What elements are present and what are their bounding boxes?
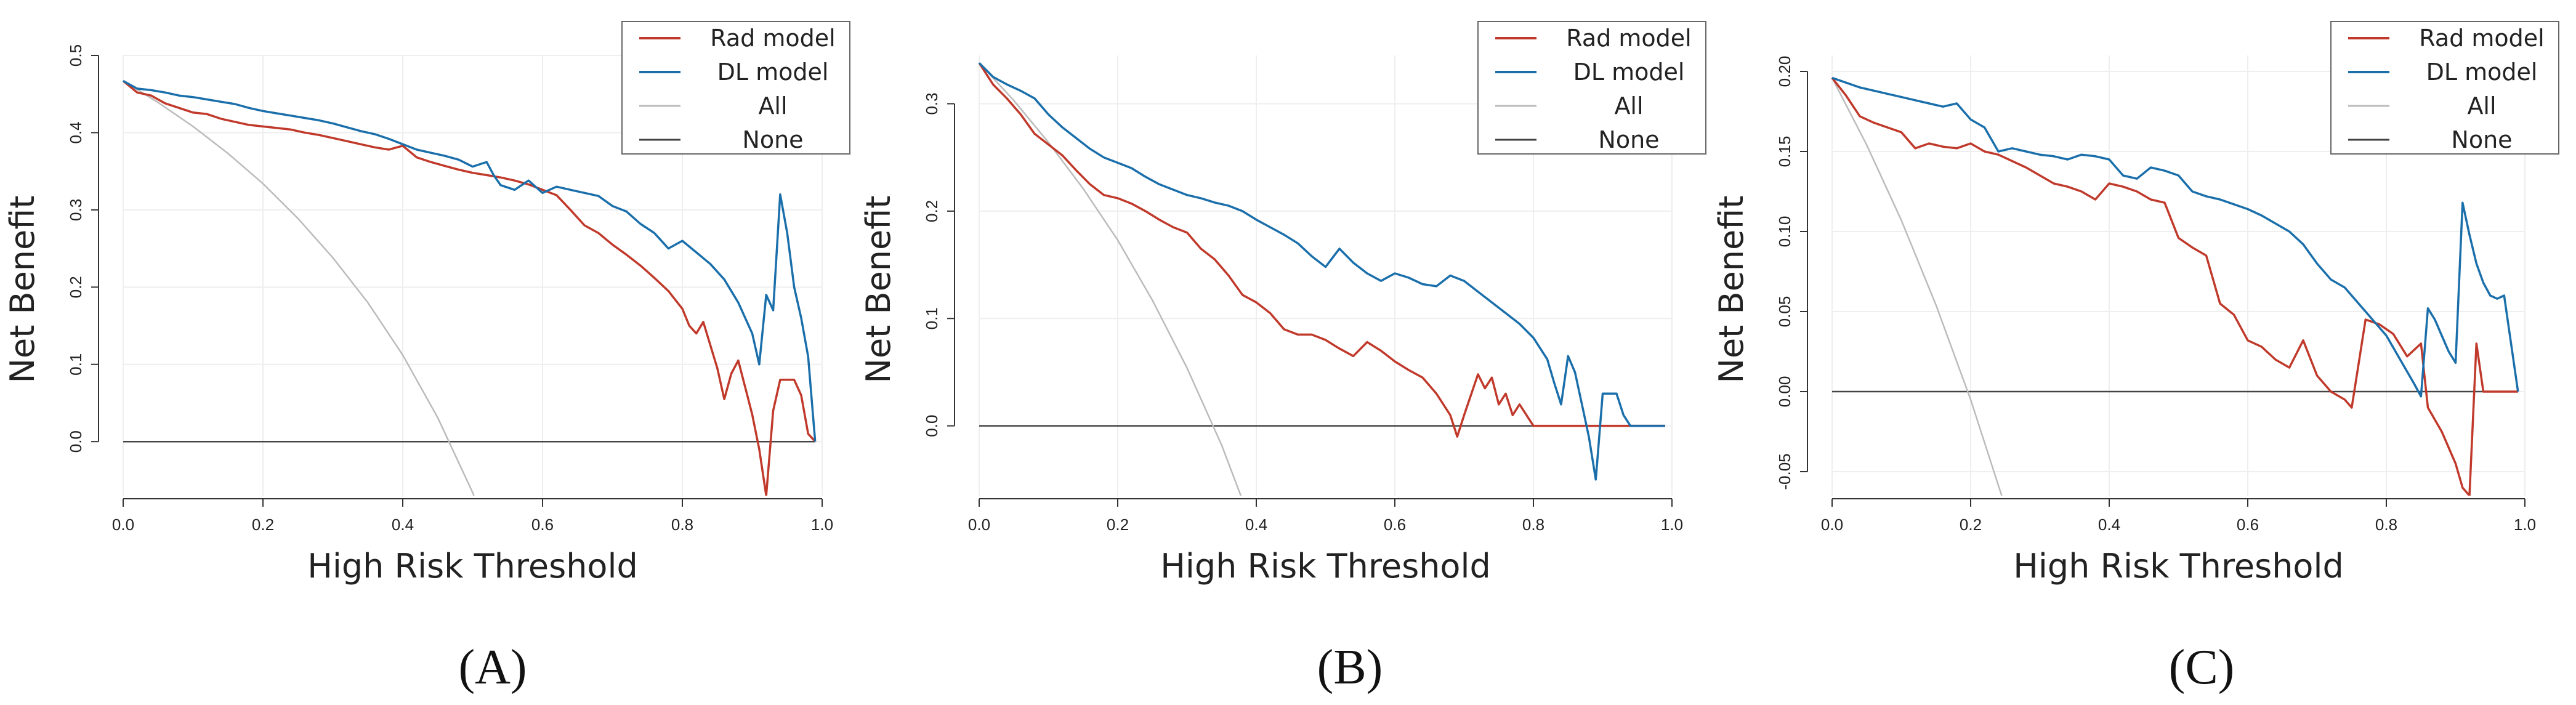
x-tick-label: 0.4	[2098, 515, 2120, 534]
x-tick-label: 0.4	[1245, 515, 1267, 534]
legend-label: All	[1614, 92, 1643, 119]
chart-panel-3: 0.0 0.2 0.4 0.6 0.8 1.0 -0.05 0.00 0.05 0.10 0.15 0…	[1712, 21, 2559, 695]
chart-panel-1: 0.0 0.2 0.4 0.6 0.8 1.0 0.0 0.1 0.2 0.3 0.4 0.5 High…	[3, 21, 850, 695]
x-tick-label: 1.0	[811, 515, 833, 534]
y-tick-label: 0.00	[1775, 376, 1794, 408]
y-axis-title: Net Benefit	[859, 196, 898, 384]
panel-label: (A)	[458, 640, 527, 695]
series-rad-model	[978, 62, 1665, 438]
x-tick-label: 0.2	[1960, 515, 1982, 534]
y-tick-label: 0.05	[1775, 296, 1794, 328]
legend-box	[2330, 21, 2559, 155]
legend: Rad model DL model All None	[621, 21, 850, 155]
chart-panel-2: 0.0 0.2 0.4 0.6 0.8 1.0 0.0 0.1 0.2 0.3 High Risk …	[859, 21, 1706, 695]
series-lines	[122, 79, 817, 496]
y-tick-label: 0.1	[923, 307, 941, 329]
legend-label: Rad model	[1566, 25, 1691, 52]
y-tick-label: 0.0	[923, 415, 941, 437]
series-dl-model	[978, 62, 1665, 481]
x-tick-label: 0.6	[2237, 515, 2259, 534]
x-tick-label: 0.8	[2375, 515, 2397, 534]
legend-label: DL model	[717, 58, 829, 86]
x-tick-label: 0.4	[392, 515, 414, 534]
y-tick-label: 0.2	[67, 276, 85, 298]
y-axis-title: Net Benefit	[3, 196, 42, 384]
legend: Rad model DL model All None	[2330, 21, 2559, 155]
panel-label: (B)	[1317, 640, 1383, 695]
x-axis-title: High Risk Threshold	[307, 547, 638, 586]
y-tick-label: -0.05	[1775, 453, 1794, 489]
x-tick-label: 0.6	[1384, 515, 1406, 534]
legend-label: All	[2467, 92, 2496, 119]
legend-box	[621, 21, 850, 155]
x-tick-label: 0.0	[112, 515, 134, 534]
legend: Rad model DL model All None	[1477, 21, 1706, 155]
legend-label: DL model	[2426, 58, 2538, 86]
x-tick-label: 0.8	[671, 515, 693, 534]
legend-label: None	[742, 126, 803, 153]
legend-label: Rad model	[2419, 25, 2544, 52]
y-tick-label: 0.2	[923, 200, 941, 222]
y-tick-label: 0.4	[67, 121, 85, 143]
legend-label: Rad model	[710, 25, 835, 52]
x-axis-title: High Risk Threshold	[2013, 547, 2344, 586]
legend-box	[1477, 21, 1706, 155]
x-tick-label: 1.0	[1661, 515, 1683, 534]
x-tick-label: 0.0	[1821, 515, 1843, 534]
series-lines	[978, 62, 1665, 496]
y-axis-title: Net Benefit	[1712, 196, 1751, 384]
y-tick-label: 0.0	[67, 430, 85, 453]
x-tick-label: 0.0	[968, 515, 990, 534]
y-tick-label: 0.5	[67, 44, 85, 66]
legend-label: None	[2451, 126, 2512, 153]
x-tick-label: 1.0	[2514, 515, 2536, 534]
series-all	[123, 80, 475, 496]
y-tick-label: 0.3	[923, 92, 941, 115]
legend-label: None	[1598, 126, 1659, 153]
x-tick-label: 0.2	[1107, 515, 1129, 534]
y-tick-label: 0.15	[1775, 136, 1794, 167]
legend-label: DL model	[1573, 58, 1685, 86]
x-tick-label: 0.6	[531, 515, 554, 534]
y-tick-label: 0.3	[67, 199, 85, 221]
series-lines	[1831, 76, 2519, 496]
x-axis-title: High Risk Threshold	[1160, 547, 1491, 586]
panel-label: (C)	[2169, 640, 2235, 695]
y-tick-label: 0.20	[1775, 56, 1794, 87]
x-tick-label: 0.8	[1522, 515, 1544, 534]
series-all	[1831, 77, 2003, 496]
series-dl-model	[123, 79, 817, 442]
legend-label: All	[758, 92, 787, 119]
y-tick-label: 0.10	[1775, 216, 1794, 248]
y-tick-label: 0.1	[67, 353, 85, 376]
series-all	[979, 62, 1242, 496]
x-tick-label: 0.2	[252, 515, 274, 534]
series-dl-model	[1831, 76, 2519, 398]
